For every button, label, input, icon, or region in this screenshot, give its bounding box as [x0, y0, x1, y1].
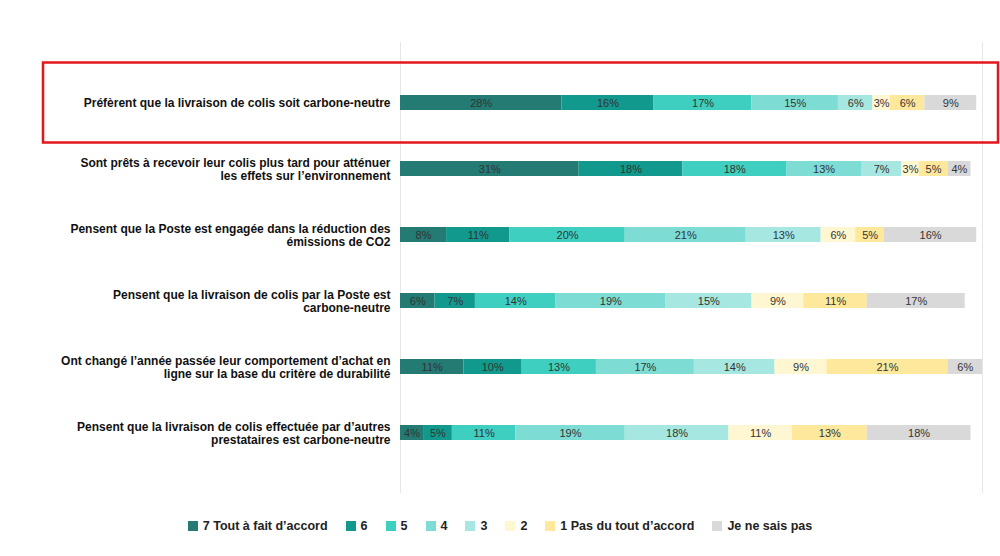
html-text:6: 6 — [360, 519, 368, 533]
svg-text:18%: 18% — [908, 427, 930, 439]
svg-text:5%: 5% — [862, 229, 878, 241]
svg-text:6%: 6% — [900, 97, 916, 109]
svg-text:9%: 9% — [793, 361, 809, 373]
svg-text:21%: 21% — [876, 361, 898, 373]
svg-text:5%: 5% — [430, 427, 446, 439]
svg-text:13%: 13% — [548, 361, 570, 373]
svg-text:Ont changé l’année passée leur: Ont changé l’année passée leur comportem… — [61, 354, 391, 381]
svg-text:13%: 13% — [819, 427, 841, 439]
svg-text:14%: 14% — [505, 295, 527, 307]
svg-text:21%: 21% — [675, 229, 697, 241]
svg-text:11%: 11% — [825, 295, 846, 307]
svg-text:19%: 19% — [600, 295, 622, 307]
svg-text:17%: 17% — [692, 97, 714, 109]
svg-text:28%: 28% — [470, 97, 492, 109]
svg-text:11%: 11% — [468, 229, 489, 241]
html-text:5: 5 — [400, 519, 408, 533]
svg-text:16%: 16% — [920, 229, 942, 241]
html-text:4: 4 — [440, 519, 448, 533]
svg-text:7%: 7% — [874, 163, 890, 175]
svg-text:17%: 17% — [634, 361, 656, 373]
svg-text:Pensent que la livraison de co: Pensent que la livraison de colis par la… — [113, 288, 391, 315]
svg-text:13%: 13% — [773, 229, 795, 241]
svg-text:9%: 9% — [943, 97, 959, 109]
svg-text:6%: 6% — [957, 361, 973, 373]
svg-text:3%: 3% — [903, 163, 919, 175]
html-text:3: 3 — [480, 519, 488, 533]
svg-text:18%: 18% — [666, 427, 688, 439]
html-text:1 Pas du tout d’accord: 1 Pas du tout d’accord — [560, 519, 695, 533]
svg-text:19%: 19% — [559, 427, 581, 439]
svg-text:6%: 6% — [848, 97, 864, 109]
svg-text:9%: 9% — [770, 295, 786, 307]
svg-text:5%: 5% — [926, 163, 942, 175]
svg-text:11%: 11% — [422, 361, 443, 373]
html-text:7 Tout à fait d’accord: 7 Tout à fait d’accord — [202, 519, 328, 533]
svg-text:14%: 14% — [724, 361, 746, 373]
svg-text:Sont prêts à recevoir leur col: Sont prêts à recevoir leur colis plus ta… — [80, 156, 390, 183]
svg-text:6%: 6% — [830, 229, 846, 241]
svg-text:Préfèrent que la livraison de: Préfèrent que la livraison de colis soit… — [84, 96, 391, 110]
svg-text:20%: 20% — [557, 229, 579, 241]
html-text:Je ne sais pas: Je ne sais pas — [727, 519, 813, 533]
svg-text:17%: 17% — [905, 295, 927, 307]
svg-text:8%: 8% — [416, 229, 432, 241]
svg-text:31%: 31% — [479, 163, 501, 175]
svg-text:10%: 10% — [482, 361, 504, 373]
svg-text:18%: 18% — [620, 163, 642, 175]
svg-text:11%: 11% — [750, 427, 771, 439]
svg-text:Pensent que la Poste est engag: Pensent que la Poste est engagée dans la… — [70, 222, 390, 249]
svg-text:16%: 16% — [597, 97, 619, 109]
svg-text:18%: 18% — [724, 163, 746, 175]
svg-text:4%: 4% — [951, 163, 967, 175]
svg-text:11%: 11% — [473, 427, 494, 439]
svg-text:13%: 13% — [813, 163, 835, 175]
svg-text:15%: 15% — [698, 295, 720, 307]
svg-text:3%: 3% — [874, 97, 890, 109]
html-text:2: 2 — [520, 519, 528, 533]
svg-text:4%: 4% — [404, 427, 420, 439]
svg-text:Pensent que la livraison de co: Pensent que la livraison de colis effect… — [77, 420, 391, 447]
svg-text:7%: 7% — [447, 295, 463, 307]
svg-text:6%: 6% — [410, 295, 426, 307]
svg-text:15%: 15% — [784, 97, 806, 109]
